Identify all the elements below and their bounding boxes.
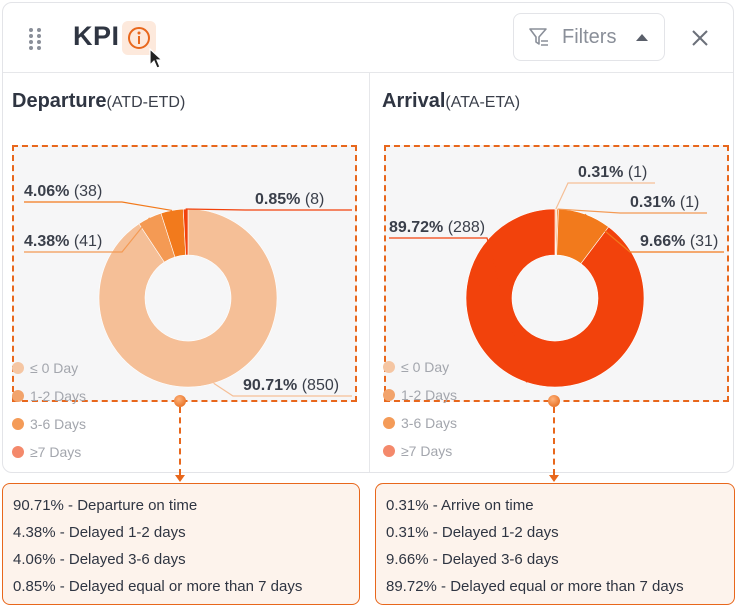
legend-item[interactable]: ≥7 Days <box>383 437 457 465</box>
legend-label: ≤ 0 Day <box>30 360 79 376</box>
filter-icon <box>529 28 548 46</box>
legend-label: 1-2 Days <box>401 387 458 403</box>
data-label-count: (38) <box>74 183 102 200</box>
panel-divider <box>369 73 370 472</box>
legend-swatch <box>383 445 395 457</box>
arrival-title-bold: Arrival <box>382 90 446 112</box>
note-line: 0.31% - Arrive on time <box>386 497 534 514</box>
arrival-title-sub: (ATA-ETA) <box>445 94 521 111</box>
legend-swatch <box>383 389 395 401</box>
callout-line <box>179 407 181 475</box>
leader-line <box>584 213 724 253</box>
data-label: 0.85% (8) <box>255 191 324 208</box>
data-label-percent: 0.85% <box>255 191 305 208</box>
departure-title-bold: Departure <box>12 90 107 112</box>
note-line: 4.38% - Delayed 1-2 days <box>13 524 186 541</box>
departure-legend: ≤ 0 Day 1-2 Days 3-6 Days ≥7 Days <box>12 354 86 466</box>
data-label: 0.31% (1) <box>578 164 647 181</box>
legend-label: ≥7 Days <box>30 444 82 460</box>
legend-item[interactable]: ≥7 Days <box>12 438 86 466</box>
legend-label: 3-6 Days <box>401 415 458 431</box>
data-label-count: (1) <box>680 194 700 211</box>
leader-line <box>389 237 528 383</box>
data-label-percent: 0.31% <box>578 164 628 181</box>
legend-swatch <box>383 361 395 373</box>
card-header: KPI Filters <box>3 3 733 73</box>
legend-label: 3-6 Days <box>30 416 87 432</box>
data-label-count: (8) <box>305 191 325 208</box>
legend-item[interactable]: ≤ 0 Day <box>12 354 86 382</box>
legend-item[interactable]: 3-6 Days <box>12 410 86 438</box>
leader-line <box>213 382 352 397</box>
donut-segment <box>98 208 278 388</box>
caret-up-icon <box>636 33 648 41</box>
data-label-percent: 90.71% <box>243 377 302 394</box>
legend-label: ≤ 0 Day <box>401 359 450 375</box>
note-line: 4.06% - Delayed 3-6 days <box>13 551 186 568</box>
data-label-percent: 9.66% <box>640 233 690 250</box>
data-label: 90.71% (850) <box>243 377 339 394</box>
callout-line <box>553 407 555 475</box>
note-line: 90.71% - Departure on time <box>13 497 198 514</box>
data-label-count: (288) <box>448 219 485 236</box>
arrival-legend: ≤ 0 Day 1-2 Days 3-6 Days ≥7 Days <box>383 353 457 465</box>
leader-line <box>24 217 151 253</box>
donut-segment <box>182 208 189 256</box>
arrival-summary-note: 0.31% - Arrive on time 0.31% - Delayed 1… <box>375 483 735 605</box>
legend-swatch <box>383 417 395 429</box>
legend-swatch <box>12 390 24 402</box>
legend-label: ≥7 Days <box>401 443 453 459</box>
note-line: 9.66% - Delayed 3-6 days <box>386 551 559 568</box>
callout-arrow-icon <box>549 475 559 482</box>
page-title: KPI <box>73 21 120 51</box>
note-line: 0.31% - Delayed 1-2 days <box>386 524 559 541</box>
data-label-count: (1) <box>628 164 648 181</box>
data-label-count: (31) <box>690 233 718 250</box>
mouse-cursor-icon <box>149 48 164 69</box>
filters-label: Filters <box>562 25 617 48</box>
legend-swatch <box>12 446 24 458</box>
close-icon[interactable] <box>689 27 711 49</box>
filters-button[interactable]: Filters <box>513 13 665 61</box>
legend-item[interactable]: 1-2 Days <box>12 382 86 410</box>
callout-dot <box>548 395 560 407</box>
callout-dot <box>174 395 186 407</box>
legend-label: 1-2 Days <box>30 388 87 404</box>
data-label: 4.38% (41) <box>24 233 102 250</box>
data-label-percent: 0.31% <box>630 194 680 211</box>
note-line: 89.72% - Delayed equal or more than 7 da… <box>386 578 684 595</box>
leader-line <box>555 182 655 210</box>
data-label: 9.66% (31) <box>640 233 718 250</box>
arrival-title: Arrival(ATA-ETA) <box>382 90 520 113</box>
data-label: 89.72% (288) <box>389 219 485 236</box>
drag-handle-icon[interactable] <box>28 27 42 51</box>
data-label: 4.06% (38) <box>24 183 102 200</box>
legend-swatch <box>12 362 24 374</box>
leader-line <box>557 208 707 214</box>
leader-line <box>185 208 352 211</box>
departure-title-sub: (ATD-ETD) <box>106 94 186 111</box>
data-label: 0.31% (1) <box>630 194 699 211</box>
legend-item[interactable]: ≤ 0 Day <box>383 353 457 381</box>
data-label-percent: 4.06% <box>24 183 74 200</box>
legend-swatch <box>12 418 24 430</box>
note-line: 0.85% - Delayed equal or more than 7 day… <box>13 578 303 595</box>
data-label-percent: 4.38% <box>24 233 74 250</box>
donut-segment <box>465 208 645 388</box>
callout-arrow-icon <box>175 475 185 482</box>
data-label-count: (850) <box>302 377 339 394</box>
data-label-percent: 89.72% <box>389 219 448 236</box>
departure-summary-note: 90.71% - Departure on time 4.38% - Delay… <box>2 483 360 605</box>
legend-item[interactable]: 3-6 Days <box>383 409 457 437</box>
leader-line <box>24 201 173 212</box>
info-icon <box>128 27 150 49</box>
legend-item[interactable]: 1-2 Days <box>383 381 457 409</box>
departure-title: Departure(ATD-ETD) <box>12 90 185 113</box>
data-label-count: (41) <box>74 233 102 250</box>
